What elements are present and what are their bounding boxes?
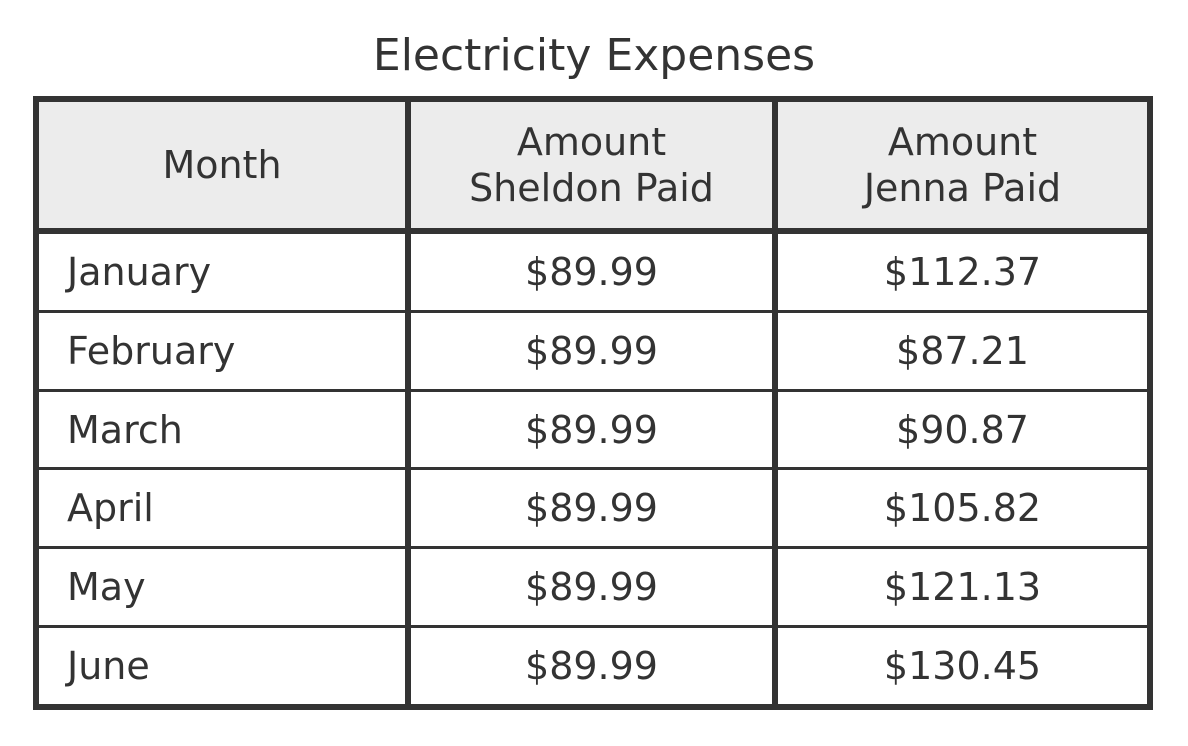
header-jenna-line1: Amount (887, 120, 1038, 164)
jenna-amount-cell: $121.13 (773, 546, 1152, 629)
header-jenna-line2: Jenna Paid (863, 166, 1062, 210)
jenna-amount-cell: $112.37 (773, 229, 1152, 313)
month-cell: March (34, 388, 411, 471)
month-cell: February (34, 309, 411, 392)
month-cell: January (34, 229, 411, 313)
table-row: June $89.99 $130.45 (34, 625, 1152, 709)
sheldon-amount-cell: $89.99 (406, 388, 778, 471)
table-row: March $89.99 $90.87 (34, 388, 1152, 471)
table-row: February $89.99 $87.21 (34, 309, 1152, 392)
header-row: Month Amount Sheldon Paid Amount Jenna P… (34, 97, 1152, 233)
sheldon-amount-cell: $89.99 (406, 309, 778, 392)
table-row: May $89.99 $121.13 (34, 546, 1152, 629)
sheldon-amount-cell: $89.99 (406, 229, 778, 313)
header-sheldon-line1: Amount (516, 120, 667, 164)
table-row: January $89.99 $112.37 (34, 229, 1152, 313)
header-jenna: Amount Jenna Paid (773, 97, 1152, 233)
jenna-amount-cell: $130.45 (773, 625, 1152, 709)
table-title: Electricity Expenses (372, 30, 816, 81)
month-cell: April (34, 467, 411, 550)
sheldon-amount-cell: $89.99 (406, 625, 778, 709)
jenna-amount-cell: $105.82 (773, 467, 1152, 550)
sheldon-amount-cell: $89.99 (406, 467, 778, 550)
header-month-label: Month (162, 143, 282, 187)
sheldon-amount-cell: $89.99 (406, 546, 778, 629)
header-sheldon: Amount Sheldon Paid (406, 97, 778, 233)
month-cell: May (34, 546, 411, 629)
header-month: Month (34, 97, 411, 233)
jenna-amount-cell: $90.87 (773, 388, 1152, 471)
electricity-expenses-table: Month Amount Sheldon Paid Amount Jenna P… (33, 96, 1153, 710)
jenna-amount-cell: $87.21 (773, 309, 1152, 392)
month-cell: June (34, 625, 411, 709)
header-sheldon-line2: Sheldon Paid (469, 166, 714, 210)
table-row: April $89.99 $105.82 (34, 467, 1152, 550)
